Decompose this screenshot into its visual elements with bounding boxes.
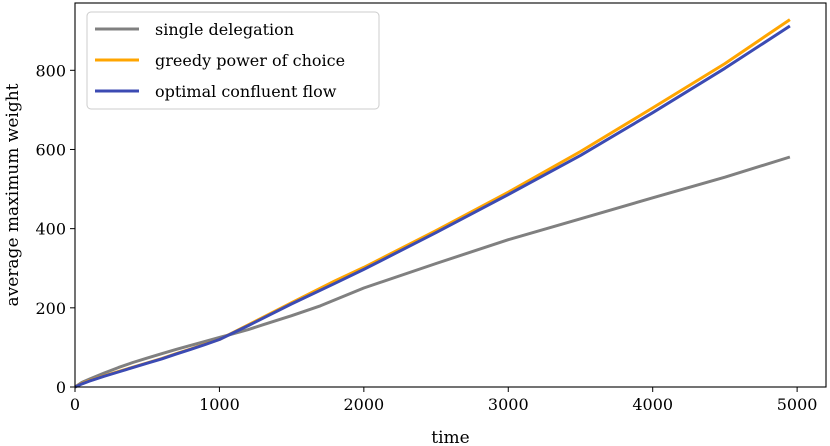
x-axis-ticks: 0 1000 2000 3000 4000 5000 [70, 387, 818, 414]
y-axis-label: average maximum weight [3, 83, 23, 306]
series-layer [74, 18, 791, 389]
legend: single delegation greedy power of choice o… [86, 11, 380, 110]
x-axis-label: time [431, 428, 469, 446]
legend-label: single delegation [155, 20, 294, 39]
x-tick-label: 3000 [488, 395, 529, 414]
legend-entries: single delegation greedy power of choice o… [95, 20, 345, 101]
x-tick-label: 4000 [632, 395, 673, 414]
y-tick-label: 600 [35, 140, 66, 159]
y-axis-ticks: 0 200 400 600 800 [35, 61, 75, 397]
x-tick-label: 0 [70, 395, 80, 414]
x-tick-label: 1000 [199, 395, 240, 414]
legend-label: greedy power of choice [155, 51, 345, 70]
x-tick-label: 2000 [343, 395, 384, 414]
legend-box [86, 11, 380, 110]
y-tick-label: 400 [35, 220, 66, 239]
legend-label: optimal confluent flow [155, 82, 337, 101]
plot-area-frame [74, 2, 827, 388]
y-tick-label: 200 [35, 299, 66, 318]
series-line-optimal-confluent-flow [74, 24, 791, 389]
x-tick-label: 5000 [777, 395, 818, 414]
y-tick-label: 0 [56, 378, 66, 397]
y-tick-label: 800 [35, 61, 66, 80]
